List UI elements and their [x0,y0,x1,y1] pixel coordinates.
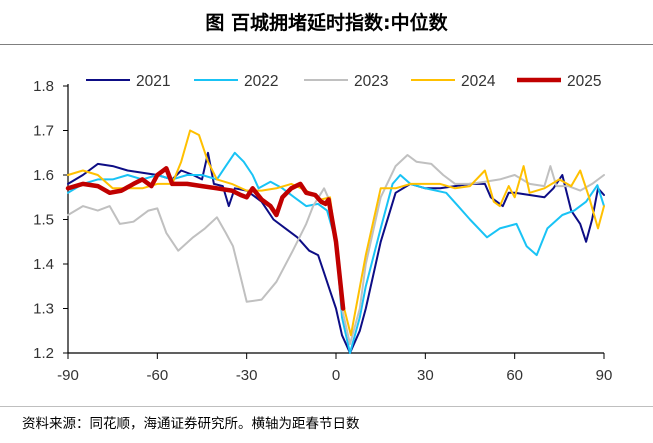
legend-label: 2023 [354,73,388,90]
legend-item-2024: 2024 [411,73,496,90]
x-tick-label: 60 [506,367,523,384]
legend-item-2021: 2021 [86,73,170,90]
source-note: 资料来源：同花顺，海通证券研究所。横轴为距春节日数 [22,416,360,432]
legend-item-2022: 2022 [194,73,278,90]
x-tick-label: 30 [417,367,434,384]
x-tick-label: -30 [236,367,258,384]
series-line-2025 [65,166,346,311]
y-tick-label: 1.4 [33,256,54,273]
axes: 1.2 1.3 1.4 1.5 1.6 1.7 1.8 -90 -60 -30 0 30 60 90 [33,78,612,384]
legend-label: 2024 [461,73,496,90]
y-tick-label: 1.8 [33,78,54,95]
y-tick-label: 1.2 [33,345,54,362]
legend-label: 2025 [567,73,601,90]
x-tick-label: 90 [596,367,613,384]
legend-item-2023: 2023 [304,73,388,90]
x-tick-label: -90 [57,367,79,384]
chart-title: 图 百城拥堵延时指数:中位数 [0,0,653,45]
y-tick-label: 1.7 [33,123,54,140]
y-tick-label: 1.6 [33,167,54,184]
legend-label: 2022 [244,73,278,90]
series-lines [65,129,605,354]
y-tick-label: 1.5 [33,212,54,229]
x-tick-label: -60 [146,367,168,384]
legend: 2021 2022 2023 2024 2025 [86,73,601,90]
y-tick-label: 1.3 [33,301,54,318]
x-tick-label: 0 [332,367,340,384]
footer-divider [0,406,653,407]
legend-item-2025: 2025 [517,73,601,90]
series-line-2021 [67,151,605,354]
legend-label: 2021 [136,73,170,90]
series-line-2024 [67,129,605,337]
